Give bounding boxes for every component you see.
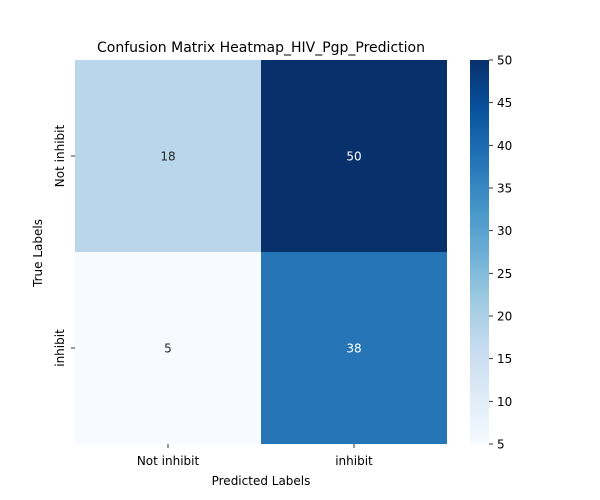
colorbar-tick-label-3: 20 xyxy=(497,310,512,324)
cell-label-r0-c0: 18 xyxy=(160,150,175,164)
colorbar-ticks: 5 10 15 20 25 30 35 40 45 50 xyxy=(489,54,512,452)
y-axis: Not inhibit inhibit xyxy=(53,125,75,367)
x-axis-label: Predicted Labels xyxy=(212,474,311,488)
colorbar-tick-label-4: 25 xyxy=(497,267,512,281)
colorbar-tick-label-5: 30 xyxy=(497,224,512,238)
heatmap-cell-r1-c1 xyxy=(261,252,447,444)
heatmap-cell-r1-c0 xyxy=(75,252,261,444)
colorbar-tick-label-0: 5 xyxy=(497,438,505,452)
heatmap-cell-r0-c1 xyxy=(261,60,447,252)
x-axis: Not inhibit inhibit xyxy=(137,444,373,468)
colorbar-tick-label-1: 10 xyxy=(497,395,512,409)
cell-label-r1-c1: 38 xyxy=(346,342,361,356)
x-tick-label-1: inhibit xyxy=(335,454,373,468)
y-axis-label: True Labels xyxy=(31,219,45,288)
cell-label-r1-c0: 5 xyxy=(164,342,172,356)
heatmap-cell-labels: 18 50 5 38 xyxy=(160,150,361,356)
y-tick-label-0: Not inhibit xyxy=(53,125,67,188)
colorbar-tick-label-6: 35 xyxy=(497,182,512,196)
x-tick-label-0: Not inhibit xyxy=(137,454,200,468)
cell-label-r0-c1: 50 xyxy=(346,150,361,164)
heatmap-cell-r0-c0 xyxy=(75,60,261,252)
colorbar-gradient xyxy=(470,60,489,444)
colorbar-tick-label-2: 15 xyxy=(497,352,512,366)
heatmap-cells xyxy=(75,60,447,444)
chart-title: Confusion Matrix Heatmap_HIV_Pgp_Predict… xyxy=(97,40,425,56)
colorbar-tick-label-7: 40 xyxy=(497,139,512,153)
colorbar-tick-label-9: 50 xyxy=(497,54,512,68)
y-tick-label-1: inhibit xyxy=(53,329,67,367)
colorbar-tick-label-8: 45 xyxy=(497,96,512,110)
colorbar: 5 10 15 20 25 30 35 40 45 50 xyxy=(470,54,512,452)
